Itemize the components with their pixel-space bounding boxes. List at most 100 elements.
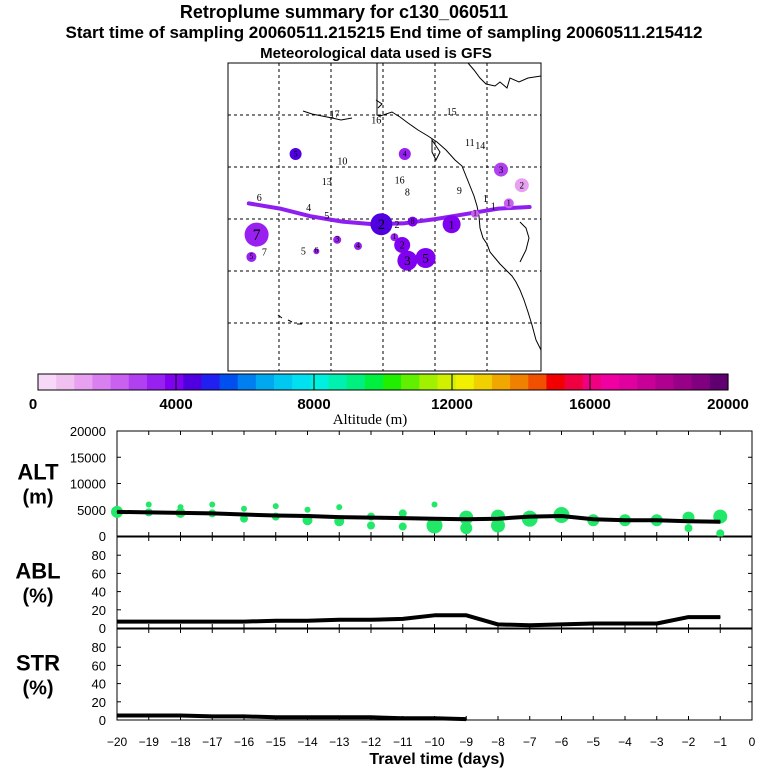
colorbar-swatch <box>219 374 239 390</box>
plume-marker-14 <box>415 248 436 268</box>
x-tick-label: −3 <box>650 735 664 749</box>
x-tick-label: −6 <box>555 735 569 749</box>
y-tick-label: 0 <box>99 621 106 636</box>
alt-data-point <box>243 513 245 515</box>
colorbar-swatch <box>528 374 548 390</box>
colorbar-swatch <box>38 374 57 390</box>
colorbar-swatch <box>510 374 529 390</box>
alt-data-point <box>370 517 372 519</box>
alt-data-point <box>180 512 181 514</box>
colorbar-swatch <box>292 374 311 390</box>
abl-data-point <box>592 622 594 624</box>
y-tick-label: 40 <box>92 677 106 692</box>
plume-marker-9 <box>354 242 362 251</box>
altitude-distribution-blob <box>272 503 279 510</box>
alt-data-point <box>275 515 277 517</box>
str-data-point <box>180 714 181 716</box>
x-tick-label: −9 <box>459 735 473 749</box>
altitude-distribution-blob <box>367 521 375 530</box>
plume-marker-11 <box>390 233 399 242</box>
plume-marker-day-label: 1 <box>473 209 477 218</box>
plume-day-label: 16 <box>395 176 405 187</box>
str-data-point <box>243 715 245 717</box>
colorbar-swatch <box>128 374 148 390</box>
plume-marker-day-label: 4 <box>356 241 360 250</box>
x-tick-label: −19 <box>139 735 160 749</box>
y-tick-label: 60 <box>92 658 106 673</box>
alt-data-point <box>211 512 213 514</box>
str-data-point <box>465 718 467 720</box>
alt-data-point <box>719 521 721 523</box>
alt-data-point <box>592 518 594 520</box>
colorbar-tick-label: 20000 <box>707 396 749 413</box>
plume-marker-13 <box>397 250 418 271</box>
coastline <box>277 62 542 351</box>
alt-series-line <box>116 509 721 524</box>
plume-marker-day-label: 5 <box>249 252 253 261</box>
colorbar-swatch <box>56 374 75 390</box>
y-tick-label: 0 <box>99 713 106 728</box>
x-tick-label: −7 <box>523 735 537 749</box>
plume-day-label: 8 <box>405 188 410 199</box>
colorbar-tick-label: 0 <box>29 396 37 413</box>
plume-marker-day-label: 3 <box>499 165 504 175</box>
colorbar-tick-label: 16000 <box>569 396 611 413</box>
y-tick-label: 0 <box>99 529 106 544</box>
y-tick-label: 80 <box>92 640 106 655</box>
x-tick-label: −11 <box>393 735 413 749</box>
y-tick-label: 20 <box>92 695 106 710</box>
altitude-distribution-blob <box>304 506 311 513</box>
colorbar-swatch <box>564 374 584 390</box>
colorbar-swatch <box>255 374 275 390</box>
altitude-distribution-blob <box>426 517 443 534</box>
plume-marker-16 <box>407 216 418 227</box>
colorbar-swatch <box>183 374 203 390</box>
colorbar-swatch <box>237 374 257 390</box>
colorbar-swatch <box>619 374 638 390</box>
x-tick-label: −20 <box>107 735 128 749</box>
str-data-point <box>275 716 277 718</box>
panel-unit: (m) <box>22 487 53 509</box>
colorbar-swatch <box>419 374 439 390</box>
abl-data-point <box>465 614 467 616</box>
plume-day-label: 5 <box>324 211 329 222</box>
colorbar-tick-label: 4000 <box>159 396 192 413</box>
x-tick-label: −4 <box>618 735 632 749</box>
abl-data-point <box>243 621 245 623</box>
plume-marker-7 <box>313 248 320 255</box>
x-tick-label: −15 <box>266 735 287 749</box>
colorbar-swatch <box>491 374 511 390</box>
plume-marker-1 <box>514 178 529 193</box>
abl-data-point <box>434 614 435 616</box>
abl-data-point <box>719 616 721 618</box>
y-tick-label: 20000 <box>70 424 106 439</box>
colorbar-swatch <box>600 374 620 390</box>
panel-frame <box>116 628 753 721</box>
plume-day-label: 5 <box>301 246 306 257</box>
chart-title: Retroplume summary for c130_060511 <box>179 2 509 22</box>
y-tick-label: 20 <box>92 603 106 618</box>
altitude-distribution-blob <box>398 509 407 518</box>
panel-unit: (%) <box>22 678 53 700</box>
x-tick-label: −17 <box>202 735 223 749</box>
plume-marker-4 <box>289 148 302 160</box>
colorbar-swatch <box>165 374 184 390</box>
colorbar-swatch <box>673 374 693 390</box>
y-tick-label: 40 <box>92 585 106 600</box>
plume-day-label: 7 <box>262 247 267 258</box>
colorbar-tick-label: 8000 <box>297 396 330 413</box>
plume-day-label: 10 <box>337 156 347 167</box>
plume-marker-8 <box>333 235 342 244</box>
plume-marker-day-label: 5 <box>294 150 298 159</box>
colorbar-swatch <box>455 374 475 390</box>
alt-data-point <box>434 518 435 520</box>
plume-marker-day-label: 1 <box>392 232 396 241</box>
x-tick-label: −14 <box>297 735 318 749</box>
abl-data-point <box>624 622 626 624</box>
colorbar-swatch <box>346 374 366 390</box>
panel-label: ALT <box>17 460 59 485</box>
x-tick-label: −8 <box>491 735 505 749</box>
colorbar-swatch <box>146 374 166 390</box>
